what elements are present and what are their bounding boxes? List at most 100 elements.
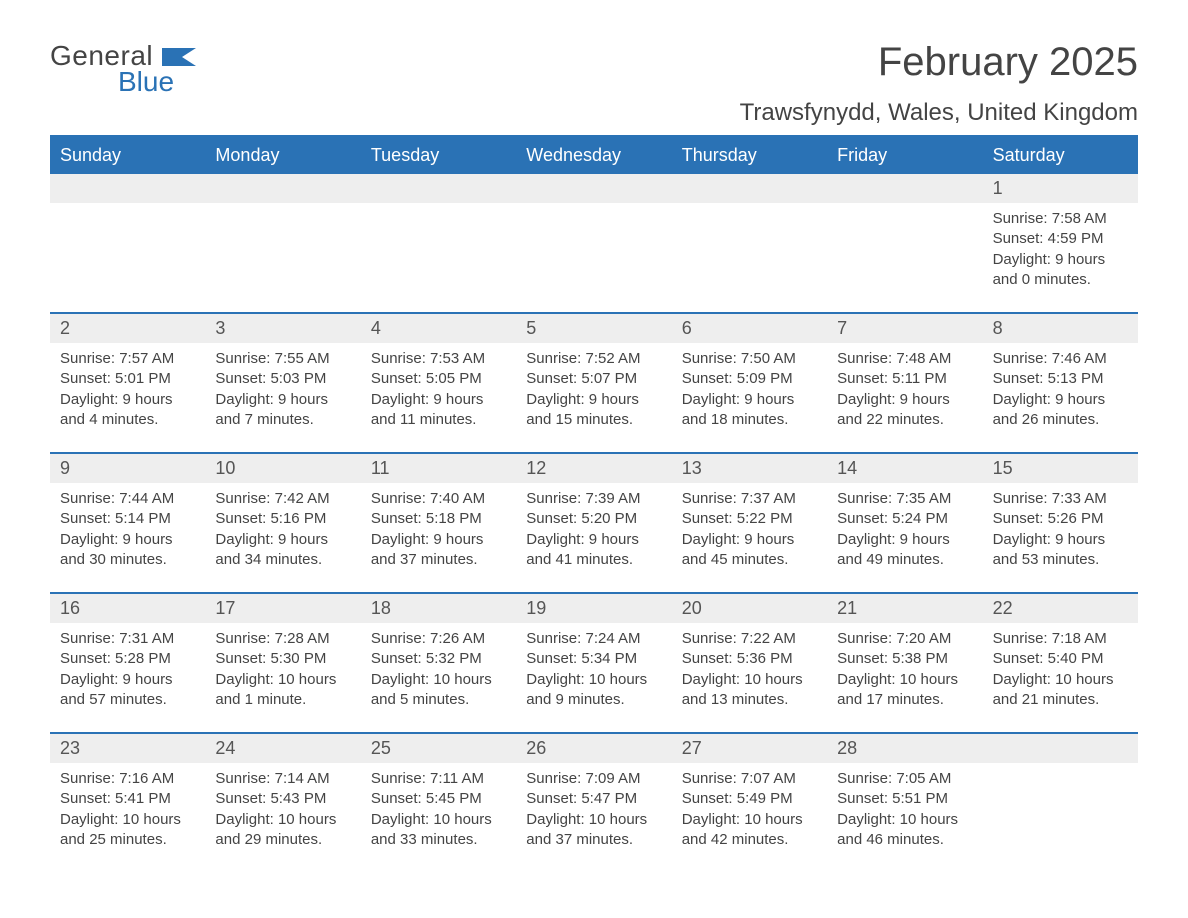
sunrise-text: Sunrise: 7:22 AM [682, 629, 817, 649]
day2-text: and 5 minutes. [371, 690, 506, 710]
sunset-text: Sunset: 5:26 PM [993, 509, 1128, 529]
dow-saturday: Saturday [983, 137, 1138, 174]
day-number: 17 [205, 594, 360, 623]
day2-text: and 1 minute. [215, 690, 350, 710]
sunrise-text: Sunrise: 7:48 AM [837, 349, 972, 369]
day-number: 11 [361, 454, 516, 483]
weekday-header: Sunday Monday Tuesday Wednesday Thursday… [50, 137, 1138, 174]
day2-text: and 41 minutes. [526, 550, 661, 570]
day-number: 15 [983, 454, 1138, 483]
day-details: Sunrise: 7:50 AMSunset: 5:09 PMDaylight:… [672, 343, 827, 434]
day-details: Sunrise: 7:33 AMSunset: 5:26 PMDaylight:… [983, 483, 1138, 574]
sunset-text: Sunset: 5:13 PM [993, 369, 1128, 389]
day-details: Sunrise: 7:18 AMSunset: 5:40 PMDaylight:… [983, 623, 1138, 714]
sunset-text: Sunset: 5:40 PM [993, 649, 1128, 669]
sunset-text: Sunset: 5:49 PM [682, 789, 817, 809]
calendar-body: 1Sunrise: 7:58 AMSunset: 4:59 PMDaylight… [50, 174, 1138, 872]
dow-thursday: Thursday [672, 137, 827, 174]
day-details: Sunrise: 7:35 AMSunset: 5:24 PMDaylight:… [827, 483, 982, 574]
day-details: Sunrise: 7:07 AMSunset: 5:49 PMDaylight:… [672, 763, 827, 854]
sunrise-text: Sunrise: 7:16 AM [60, 769, 195, 789]
day-number: 10 [205, 454, 360, 483]
dow-wednesday: Wednesday [516, 137, 671, 174]
sunset-text: Sunset: 5:03 PM [215, 369, 350, 389]
day2-text: and 18 minutes. [682, 410, 817, 430]
day-details: Sunrise: 7:46 AMSunset: 5:13 PMDaylight:… [983, 343, 1138, 434]
sunset-text: Sunset: 5:07 PM [526, 369, 661, 389]
sunrise-text: Sunrise: 7:35 AM [837, 489, 972, 509]
day-details: Sunrise: 7:16 AMSunset: 5:41 PMDaylight:… [50, 763, 205, 854]
sunrise-text: Sunrise: 7:46 AM [993, 349, 1128, 369]
day-details [672, 203, 827, 294]
sunset-text: Sunset: 4:59 PM [993, 229, 1128, 249]
details-row: Sunrise: 7:57 AMSunset: 5:01 PMDaylight:… [50, 343, 1138, 452]
day-number: 28 [827, 734, 982, 763]
day1-text: Daylight: 9 hours [60, 390, 195, 410]
day-number: 16 [50, 594, 205, 623]
day1-text: Daylight: 10 hours [371, 810, 506, 830]
day1-text: Daylight: 9 hours [837, 530, 972, 550]
sunset-text: Sunset: 5:22 PM [682, 509, 817, 529]
day2-text: and 9 minutes. [526, 690, 661, 710]
day-number: 13 [672, 454, 827, 483]
sunset-text: Sunset: 5:16 PM [215, 509, 350, 529]
day-details: Sunrise: 7:52 AMSunset: 5:07 PMDaylight:… [516, 343, 671, 434]
sunset-text: Sunset: 5:43 PM [215, 789, 350, 809]
day1-text: Daylight: 9 hours [371, 390, 506, 410]
day-details: Sunrise: 7:40 AMSunset: 5:18 PMDaylight:… [361, 483, 516, 574]
day-number: 18 [361, 594, 516, 623]
day-number: 21 [827, 594, 982, 623]
day1-text: Daylight: 10 hours [837, 810, 972, 830]
sunset-text: Sunset: 5:38 PM [837, 649, 972, 669]
sunrise-text: Sunrise: 7:14 AM [215, 769, 350, 789]
day2-text: and 0 minutes. [993, 270, 1128, 290]
day-details: Sunrise: 7:14 AMSunset: 5:43 PMDaylight:… [205, 763, 360, 854]
sunset-text: Sunset: 5:47 PM [526, 789, 661, 809]
title-block: February 2025 Trawsfynydd, Wales, United… [740, 40, 1138, 127]
day-number: 8 [983, 314, 1138, 343]
day-number [361, 174, 516, 203]
day-details: Sunrise: 7:55 AMSunset: 5:03 PMDaylight:… [205, 343, 360, 434]
day-number: 27 [672, 734, 827, 763]
day2-text: and 13 minutes. [682, 690, 817, 710]
day-details [205, 203, 360, 294]
sunrise-text: Sunrise: 7:31 AM [60, 629, 195, 649]
day2-text: and 4 minutes. [60, 410, 195, 430]
day2-text: and 7 minutes. [215, 410, 350, 430]
day2-text: and 21 minutes. [993, 690, 1128, 710]
day-number [205, 174, 360, 203]
day2-text: and 22 minutes. [837, 410, 972, 430]
day-details: Sunrise: 7:39 AMSunset: 5:20 PMDaylight:… [516, 483, 671, 574]
sunset-text: Sunset: 5:01 PM [60, 369, 195, 389]
sunset-text: Sunset: 5:20 PM [526, 509, 661, 529]
sunset-text: Sunset: 5:45 PM [371, 789, 506, 809]
day2-text: and 45 minutes. [682, 550, 817, 570]
sunset-text: Sunset: 5:41 PM [60, 789, 195, 809]
day1-text: Daylight: 10 hours [215, 810, 350, 830]
day2-text: and 29 minutes. [215, 830, 350, 850]
day-details: Sunrise: 7:48 AMSunset: 5:11 PMDaylight:… [827, 343, 982, 434]
sunset-text: Sunset: 5:28 PM [60, 649, 195, 669]
week-row: 232425262728Sunrise: 7:16 AMSunset: 5:41… [50, 732, 1138, 872]
day2-text: and 37 minutes. [371, 550, 506, 570]
day1-text: Daylight: 9 hours [526, 390, 661, 410]
day2-text: and 34 minutes. [215, 550, 350, 570]
day-number: 26 [516, 734, 671, 763]
day-number [50, 174, 205, 203]
day-number [516, 174, 671, 203]
details-row: Sunrise: 7:58 AMSunset: 4:59 PMDaylight:… [50, 203, 1138, 312]
location: Trawsfynydd, Wales, United Kingdom [740, 99, 1138, 127]
day2-text: and 53 minutes. [993, 550, 1128, 570]
day-number: 20 [672, 594, 827, 623]
daynum-row: 1 [50, 174, 1138, 203]
day-number: 25 [361, 734, 516, 763]
day-number: 7 [827, 314, 982, 343]
day2-text: and 11 minutes. [371, 410, 506, 430]
day-number: 5 [516, 314, 671, 343]
sunrise-text: Sunrise: 7:52 AM [526, 349, 661, 369]
day2-text: and 30 minutes. [60, 550, 195, 570]
sunrise-text: Sunrise: 7:09 AM [526, 769, 661, 789]
day-details: Sunrise: 7:22 AMSunset: 5:36 PMDaylight:… [672, 623, 827, 714]
dow-friday: Friday [827, 137, 982, 174]
day-number: 24 [205, 734, 360, 763]
